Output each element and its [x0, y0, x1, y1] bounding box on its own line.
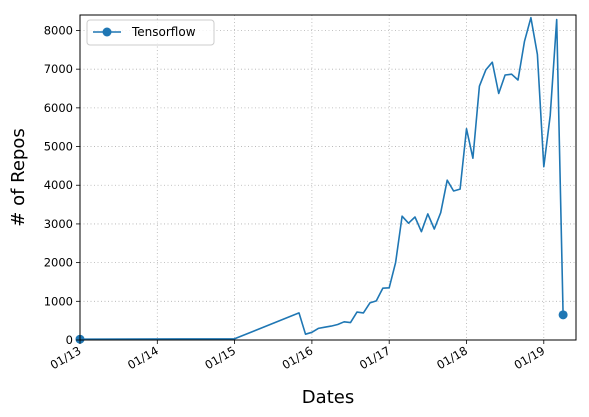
y-tick-label: 5000: [44, 140, 73, 154]
legend-marker-swatch: [103, 28, 112, 37]
y-axis-title: # of Repos: [8, 128, 29, 226]
plot-frame: [80, 15, 576, 340]
series-line-tensorflow: [80, 18, 563, 340]
y-tick-label: 4000: [44, 178, 73, 192]
y-tick-label: 7000: [44, 62, 73, 76]
y-tick-label: 1000: [44, 294, 73, 308]
y-tick-label: 8000: [44, 23, 73, 37]
grid-lines: [80, 15, 576, 340]
x-tick-label: 01/19: [512, 343, 548, 372]
legend: Tensorflow: [87, 20, 214, 45]
x-tick-label: 01/18: [434, 343, 470, 372]
y-tick-label: 2000: [44, 256, 73, 270]
x-tick-label: 01/17: [357, 343, 393, 372]
x-tick-label: 01/13: [48, 343, 84, 372]
x-tick-label: 01/15: [202, 343, 238, 372]
series-layer: [76, 18, 568, 344]
x-tick-label: 01/14: [125, 343, 161, 372]
y-tick-label: 6000: [44, 101, 73, 115]
axis-ticks: 01/13 01/14 01/15 01/16 01/17 01/18 01/19 0 1000…: [44, 23, 548, 372]
y-tick-label: 3000: [44, 217, 73, 231]
x-axis-title: Dates: [302, 387, 354, 408]
legend-entry-tensorflow: Tensorflow: [131, 25, 196, 39]
x-tick-label: 01/16: [280, 343, 316, 372]
series-end-marker: [559, 310, 568, 319]
y-tick-label: 0: [66, 333, 73, 347]
